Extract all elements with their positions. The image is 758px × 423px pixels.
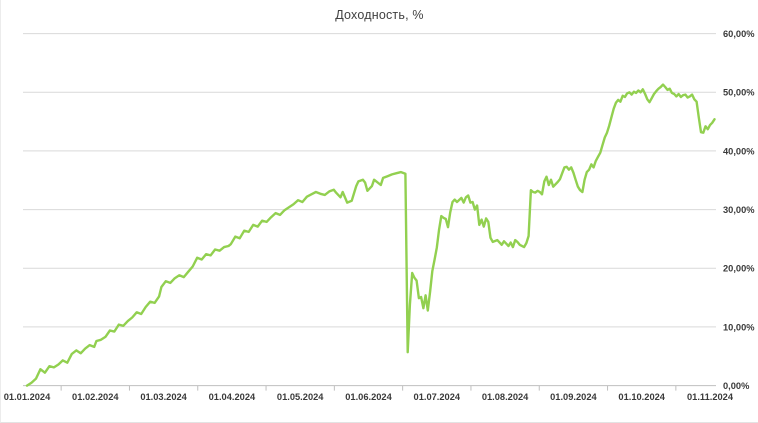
returns-line-series <box>25 83 716 387</box>
x-axis-tick-label: 01.08.2024 <box>482 392 529 402</box>
x-axis-tick-label: 01.02.2024 <box>72 392 119 402</box>
x-axis-tick-label: 01.06.2024 <box>345 392 392 402</box>
y-axis-tick-label: 30,00% <box>723 205 755 215</box>
y-axis-tick-label: 20,00% <box>723 264 755 274</box>
x-axis-tick-label: 01.07.2024 <box>414 392 461 402</box>
x-axis-tick-label: 01.09.2024 <box>550 392 597 402</box>
x-axis-tick-label: 01.11.2024 <box>687 392 734 402</box>
x-axis-tick-label: 01.10.2024 <box>618 392 665 402</box>
y-axis-tick-label: 60,00% <box>723 29 755 39</box>
y-axis-tick-label: 10,00% <box>723 322 755 332</box>
x-axis-tick-label: 01.04.2024 <box>209 392 256 402</box>
x-axis-tick-label: 01.01.2024 <box>4 392 51 402</box>
y-axis-tick-label: 50,00% <box>723 88 755 98</box>
y-axis-tick-label: 40,00% <box>723 146 755 156</box>
chart-title: Доходность, % <box>335 8 424 22</box>
y-axis-tick-label: 0,00% <box>723 381 750 391</box>
x-axis-tick-label: 01.05.2024 <box>277 392 324 402</box>
x-axis-tick-label: 01.03.2024 <box>140 392 187 402</box>
